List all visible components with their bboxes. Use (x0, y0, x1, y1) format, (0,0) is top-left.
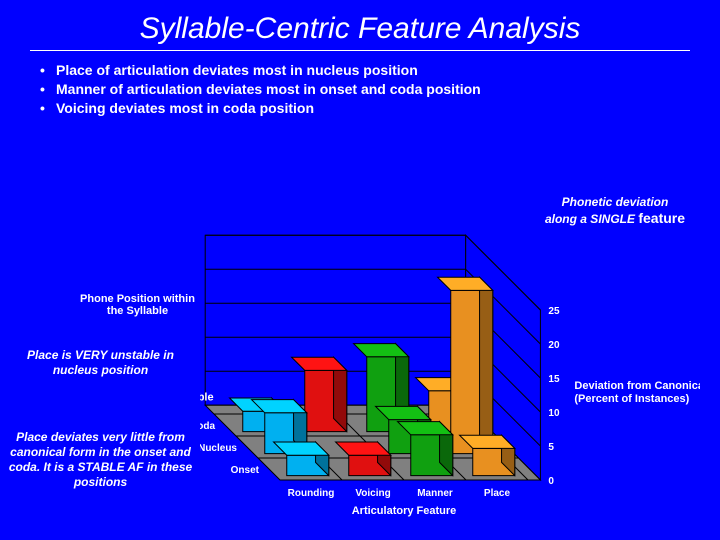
svg-text:Place: Place (484, 488, 511, 499)
bullet-item: •Voicing deviates most in coda position (40, 99, 680, 118)
bullet-item: •Manner of articulation deviates most in… (40, 80, 680, 99)
svg-text:Rounding: Rounding (288, 488, 335, 499)
chart-svg: 0 5 10 15 20 25 Rounding Voicing Manner Place Onse… (200, 150, 700, 530)
callout-low: Place deviates very little from canonica… (8, 430, 193, 490)
chart-3d-bar: 0 5 10 15 20 25 Rounding Voicing Manner Place Onse… (200, 150, 700, 530)
svg-text:Nucleus: Nucleus (200, 443, 237, 454)
svg-text:25: 25 (548, 306, 560, 317)
svg-text:Articulatory Feature: Articulatory Feature (352, 505, 457, 517)
svg-text:10: 10 (548, 408, 560, 419)
svg-text:5: 5 (548, 442, 554, 453)
svg-text:Onset: Onset (231, 465, 260, 476)
bullet-text: Voicing deviates most in coda position (56, 99, 314, 118)
svg-text:Coda: Coda (200, 421, 215, 432)
bullet-text: Manner of articulation deviates most in … (56, 80, 481, 99)
bullet-list: •Place of articulation deviates most in … (0, 51, 720, 124)
page-title: Syllable-Centric Feature Analysis (0, 0, 720, 46)
svg-text:Deviation from Canonical: Deviation from Canonical (574, 380, 700, 392)
bullet-text: Place of articulation deviates most in n… (56, 61, 418, 80)
svg-text:0: 0 (548, 476, 554, 487)
svg-text:(Percent of Instances): (Percent of Instances) (574, 393, 689, 405)
svg-text:within the Syllable: within the Syllable (200, 392, 214, 404)
svg-text:Manner: Manner (417, 488, 453, 499)
svg-text:Voicing: Voicing (355, 488, 390, 499)
svg-text:15: 15 (548, 374, 560, 385)
bullet-item: •Place of articulation deviates most in … (40, 61, 680, 80)
z-axis-label: Phone Position within the Syllable (80, 293, 195, 317)
svg-text:20: 20 (548, 340, 560, 351)
callout-mid: Place is VERY unstable in nucleus positi… (8, 348, 193, 378)
